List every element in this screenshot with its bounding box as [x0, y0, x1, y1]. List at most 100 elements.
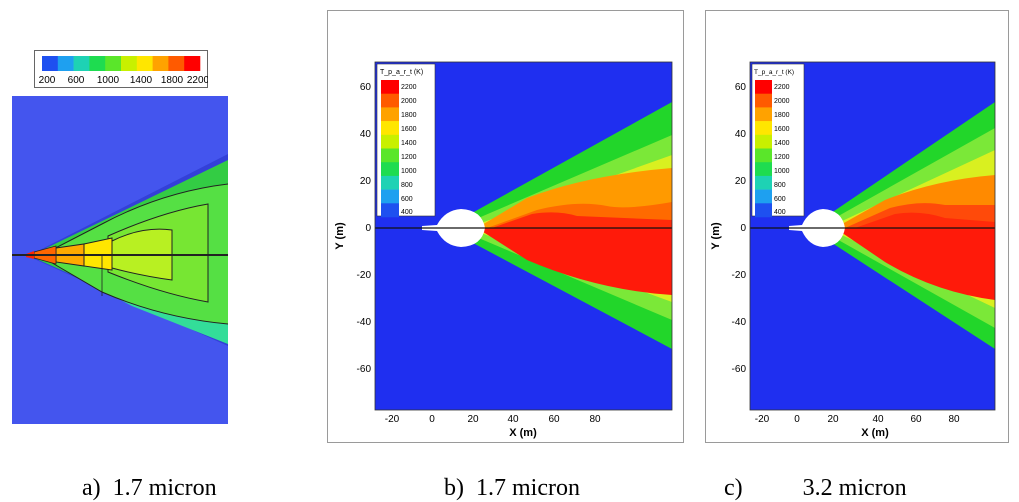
colorbar-tick-label: 2200 — [187, 75, 208, 86]
legend-level-label: 1800 — [401, 112, 417, 119]
x-tick-label: 0 — [429, 414, 435, 425]
legend-level-label: 1400 — [401, 140, 417, 147]
legend-level-label: 600 — [774, 196, 786, 203]
legend-swatch — [755, 80, 772, 94]
legend-swatch — [755, 93, 772, 108]
x-tick-label: 80 — [589, 414, 601, 425]
y-tick-label: 60 — [735, 82, 747, 93]
y-tick-label: -60 — [357, 364, 372, 375]
caption-a: a) 1.7 micron — [70, 448, 217, 502]
panel-c-plot: 60 40 20 0 -20 -40 -60 -20 0 20 40 60 80… — [710, 61, 996, 439]
legend-title: T_p_a_r_t (K) — [754, 69, 794, 76]
legend-level-label: 400 — [774, 209, 786, 216]
legend-level-label: 2000 — [774, 98, 790, 105]
legend-swatch — [755, 121, 772, 136]
legend-swatch — [755, 162, 772, 177]
y-tick-label: 20 — [735, 176, 747, 187]
legend-swatch — [381, 175, 399, 190]
legend-level-label: 600 — [401, 196, 413, 203]
legend-swatch — [755, 148, 772, 163]
legend-level-label: 1200 — [774, 154, 790, 161]
x-tick-label: -20 — [755, 414, 770, 425]
legend-title: T_p_a_r_t (K) — [380, 69, 423, 76]
legend-level-label: 1000 — [401, 168, 417, 175]
x-axis-label: X (m) — [861, 427, 889, 439]
legend-level-label: 400 — [401, 209, 413, 216]
legend-level-label: 1600 — [774, 126, 790, 133]
panel-b-legend: T_p_a_r_t (K) 2200 2000 1800 1600 1400 1… — [376, 63, 436, 218]
legend-level-label: 1200 — [401, 154, 417, 161]
y-tick-label: 40 — [360, 129, 372, 140]
panel-a-colorbar-ticks: 200 600 1000 1400 1800 2200 — [39, 75, 208, 86]
legend-swatch — [755, 203, 772, 218]
legend-swatch — [381, 134, 399, 149]
caption-c: c) 3.2 micron — [712, 448, 907, 502]
x-tick-label: 40 — [872, 414, 884, 425]
y-tick-label: -20 — [732, 270, 747, 281]
legend-level-label: 1800 — [774, 112, 790, 119]
caption-a-text: 1.7 micron — [112, 475, 217, 501]
caption-b-text: 1.7 micron — [476, 475, 580, 501]
panel-b-y-ticks: 60 40 20 0 -20 -40 -60 — [357, 82, 372, 375]
caption-b: b) 1.7 micron — [432, 448, 580, 502]
x-tick-label: 80 — [948, 414, 960, 425]
colorbar-swatch — [136, 56, 153, 71]
colorbar-tick-label: 1800 — [161, 75, 184, 86]
legend-swatch — [755, 175, 772, 190]
panel-c-y-ticks: 60 40 20 0 -20 -40 -60 — [732, 82, 747, 375]
legend-level-label: 2200 — [401, 84, 417, 91]
legend-swatch — [381, 162, 399, 177]
y-axis-label: Y (m) — [334, 222, 346, 250]
y-tick-label: -40 — [357, 317, 372, 328]
legend-swatch — [381, 203, 399, 218]
legend-swatch — [755, 134, 772, 149]
legend-swatch — [381, 189, 399, 204]
panel-a: 200 600 1000 1400 1800 2200 — [0, 0, 240, 430]
caption-a-letter: a) — [82, 475, 101, 501]
colorbar-swatch — [184, 56, 201, 71]
colorbar-tick-label: 200 — [39, 75, 56, 86]
legend-level-label: 800 — [401, 182, 413, 189]
panel-b: 60 40 20 0 -20 -40 -60 -20 0 20 40 60 80… — [327, 10, 684, 443]
x-tick-label: 40 — [507, 414, 519, 425]
colorbar-swatch — [168, 56, 185, 71]
legend-level-label: 1400 — [774, 140, 790, 147]
y-tick-label: 60 — [360, 82, 372, 93]
legend-swatch — [755, 107, 772, 122]
y-tick-label: -20 — [357, 270, 372, 281]
x-tick-label: 60 — [910, 414, 922, 425]
legend-swatch — [381, 80, 399, 94]
panel-b-x-ticks: -20 0 20 40 60 80 — [385, 414, 601, 425]
colorbar-swatch — [121, 56, 138, 71]
panel-a-colorbar: 200 600 1000 1400 1800 2200 — [34, 50, 208, 88]
panel-a-plume-plot — [12, 96, 228, 424]
legend-level-label: 2200 — [774, 84, 790, 91]
x-axis-label: X (m) — [509, 427, 537, 439]
legend-swatch — [381, 93, 399, 108]
panel-c: 60 40 20 0 -20 -40 -60 -20 0 20 40 60 80… — [705, 10, 1009, 443]
y-tick-label: 0 — [365, 223, 371, 234]
legend-level-label: 1600 — [401, 126, 417, 133]
y-axis-label: Y (m) — [710, 222, 722, 250]
legend-swatch — [381, 148, 399, 163]
colorbar-tick-label: 1000 — [97, 75, 120, 86]
y-tick-label: 0 — [740, 223, 746, 234]
panel-c-legend: T_p_a_r_t (K) 2200 2000 1800 1600 1400 1… — [751, 63, 805, 218]
legend-level-label: 800 — [774, 182, 786, 189]
y-tick-label: -40 — [732, 317, 747, 328]
x-tick-label: 20 — [467, 414, 479, 425]
x-tick-label: 60 — [548, 414, 560, 425]
legend-swatch — [755, 189, 772, 204]
colorbar-swatch — [73, 56, 90, 71]
y-tick-label: -60 — [732, 364, 747, 375]
legend-swatch — [381, 121, 399, 136]
legend-level-label: 1000 — [774, 168, 790, 175]
panel-b-plot: 60 40 20 0 -20 -40 -60 -20 0 20 40 60 80… — [334, 61, 673, 439]
legend-level-label: 2000 — [401, 98, 417, 105]
caption-c-letter: c) — [724, 475, 743, 501]
x-tick-label: 20 — [827, 414, 839, 425]
caption-b-letter: b) — [444, 475, 464, 501]
caption-c-text: 3.2 micron — [802, 475, 907, 501]
x-tick-label: 0 — [794, 414, 800, 425]
colorbar-tick-label: 600 — [68, 75, 85, 86]
